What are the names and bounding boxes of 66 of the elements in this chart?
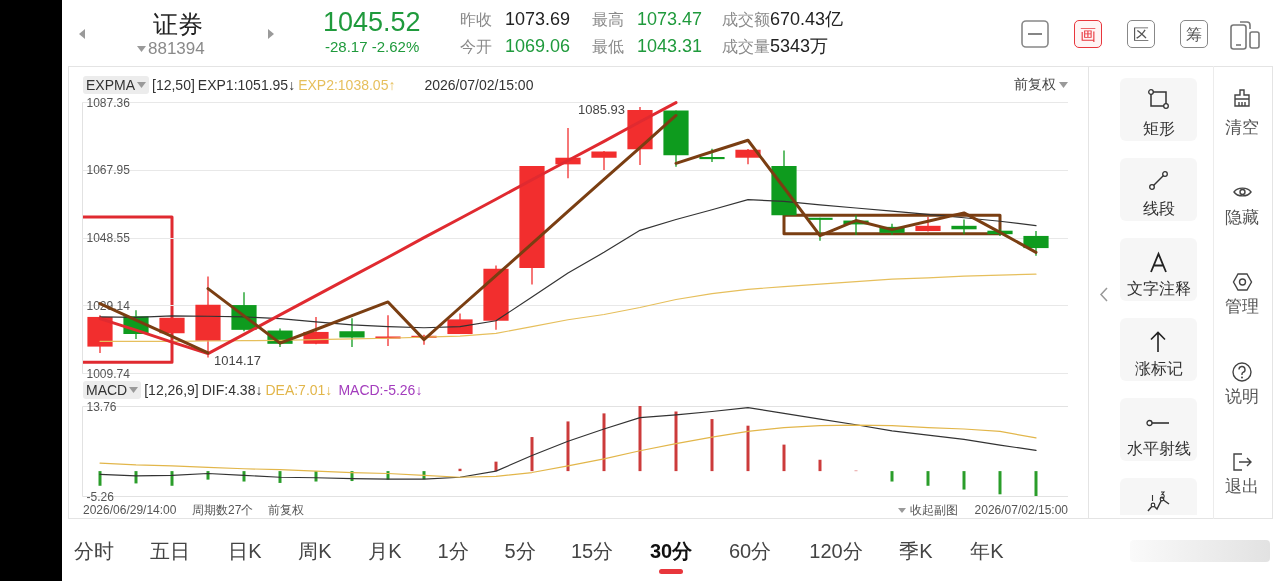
text: EXP2:1038.05↑: [298, 77, 396, 93]
text: 说明: [1225, 387, 1259, 408]
text: 1073.47: [637, 9, 703, 31]
text: 5343万: [770, 36, 829, 58]
text: 文字注释: [1126, 279, 1191, 299]
text: 分时: [74, 539, 114, 563]
text: 2026/07/02/15:00: [974, 503, 1068, 518]
annotation: 1014.17: [214, 353, 261, 369]
y-tick-label: 1067.95: [86, 163, 131, 178]
text: 周K: [298, 539, 332, 563]
text: 今开: [460, 37, 492, 57]
text: 60分: [728, 539, 772, 563]
text: 收起副图: [910, 503, 958, 518]
text: 五日: [150, 539, 190, 563]
text: 证券: [153, 9, 203, 39]
text: 120分: [809, 539, 863, 563]
text: 670.43亿: [770, 9, 844, 31]
text: 清空: [1225, 118, 1259, 139]
text: 年K: [970, 539, 1004, 563]
text: 季K: [899, 539, 933, 563]
text: 2026/06/29/14:00: [83, 503, 177, 518]
y-tick-label: 1009.74: [86, 366, 131, 381]
y-tick-label: 1048.55: [86, 231, 131, 245]
text: [12,50]: [152, 77, 195, 93]
y-tick-label: 1087.36: [86, 95, 131, 110]
text: 筹: [1186, 24, 1202, 44]
text: DEA:7.01↓: [265, 382, 333, 398]
text: 前复权: [268, 503, 304, 518]
text: [12,26,9]: [144, 382, 199, 398]
text: 前复权: [1014, 76, 1056, 93]
text: 线段: [1142, 199, 1175, 219]
annotation: 1085.93: [578, 102, 625, 118]
text: 周期数27个: [192, 503, 254, 518]
text: 区: [1133, 24, 1149, 44]
text: 日K: [228, 539, 262, 563]
text: 成交量: [722, 37, 770, 57]
text: 1069.06: [505, 36, 571, 58]
text: 隐藏: [1225, 208, 1259, 229]
dropdown-button: MACD: [83, 381, 142, 399]
text: 退出: [1225, 477, 1259, 498]
text: 最高: [592, 10, 624, 30]
text: 昨收: [460, 10, 492, 30]
text: 最低: [592, 37, 624, 57]
text: 1分: [437, 539, 469, 563]
text: -28.17 -2.62%: [325, 38, 420, 56]
text: 管理: [1225, 297, 1259, 318]
text: 5分: [504, 539, 536, 563]
text: 1073.69: [505, 9, 571, 31]
y-tick-label: 13.76: [86, 399, 117, 414]
text: 画: [1080, 24, 1096, 44]
text: EXP1:1051.95↓: [197, 77, 296, 93]
text: 881394: [148, 39, 205, 60]
text: 1045.52: [323, 6, 421, 39]
text: 30分: [649, 539, 693, 563]
text: 2026/07/02/15:00: [424, 77, 534, 93]
text: DIF:4.38↓: [201, 382, 263, 398]
text: MACD:-5.26↓: [338, 382, 423, 398]
text: 涨标记: [1134, 359, 1183, 379]
y-tick-label: -5.26: [86, 489, 115, 504]
text: 1043.31: [637, 36, 703, 58]
dropdown-button: EXPMA: [83, 76, 149, 94]
text: 成交额: [722, 10, 770, 30]
text: 月K: [368, 539, 402, 563]
text: 水平射线: [1126, 439, 1191, 459]
text: 15分: [570, 539, 614, 563]
text: 矩形: [1142, 119, 1175, 139]
